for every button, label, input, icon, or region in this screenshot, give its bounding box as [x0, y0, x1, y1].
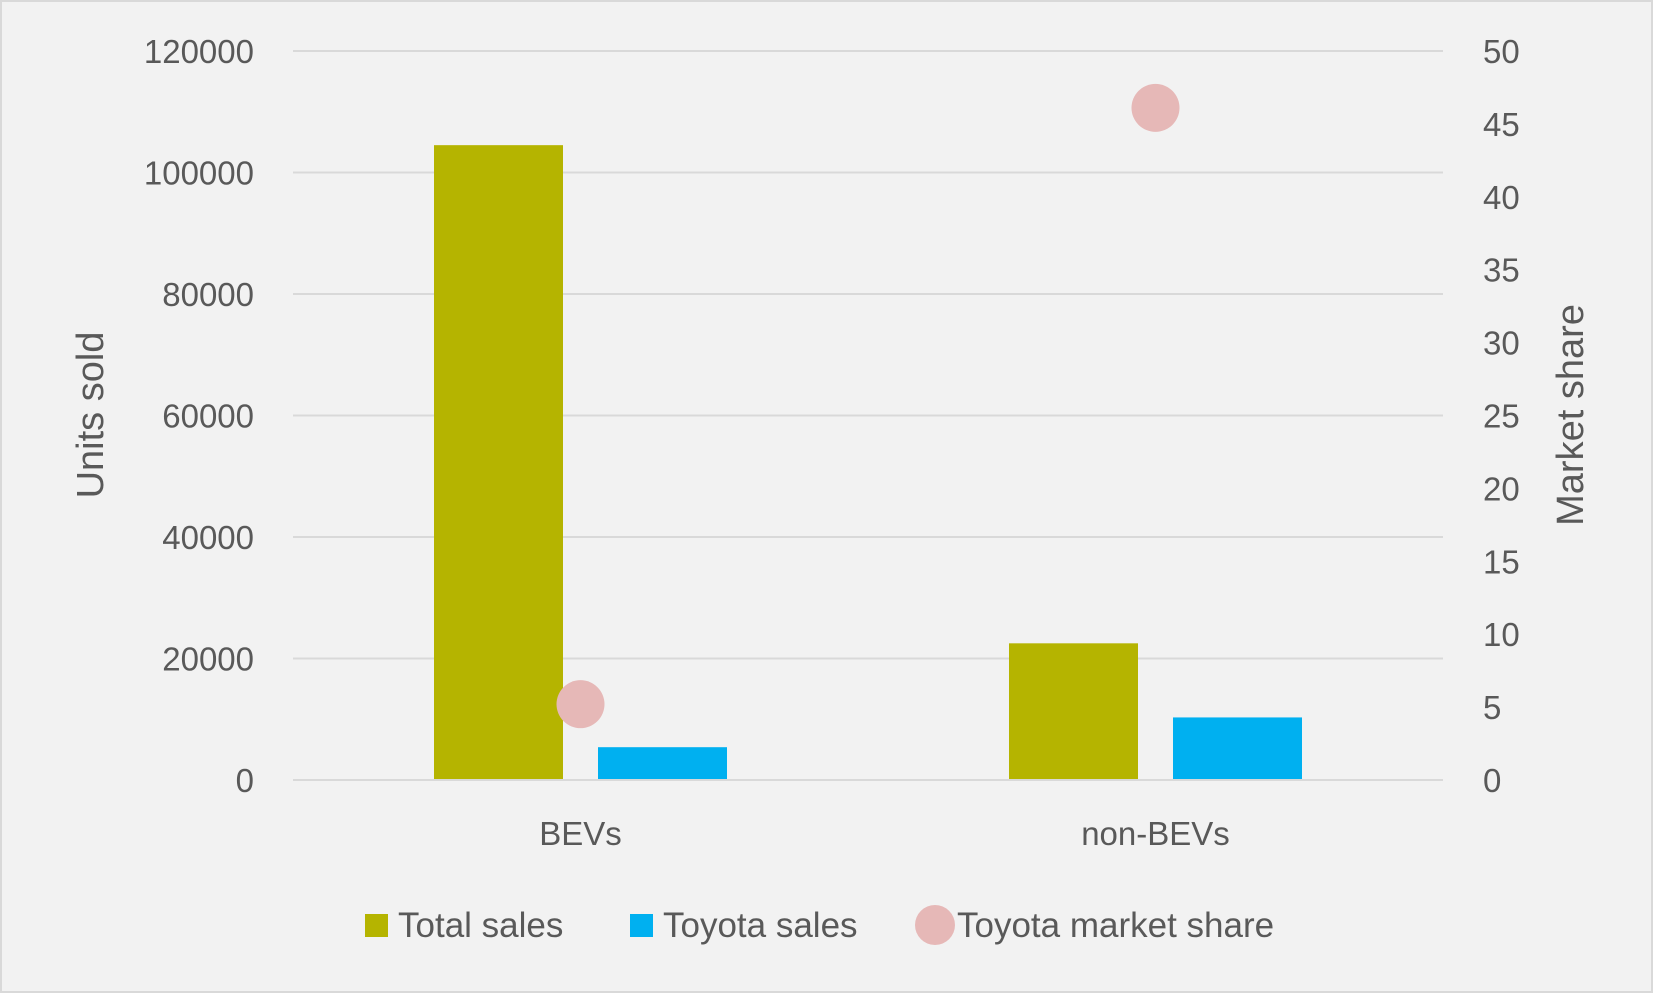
right-tick-label: 30	[1483, 325, 1520, 362]
left-tick-label: 60000	[162, 398, 254, 435]
category-labels: BEVs non-BEVs	[539, 815, 1230, 852]
legend-label: Toyota market share	[957, 906, 1274, 945]
legend-swatch	[630, 914, 653, 937]
right-tick-label: 25	[1483, 398, 1520, 435]
right-tick-label: 15	[1483, 543, 1520, 580]
point-toyota-market-share-bevs	[556, 680, 605, 729]
right-tick-label: 45	[1483, 106, 1520, 143]
left-tick-label: 120000	[144, 33, 254, 70]
point-toyota-market-share-non-bevs	[1131, 83, 1180, 132]
left-tick-label: 20000	[162, 641, 254, 678]
right-tick-label: 5	[1483, 689, 1501, 726]
left-tick-label: 40000	[162, 519, 254, 556]
scatter-series	[556, 83, 1180, 729]
right-tick-label: 0	[1483, 762, 1501, 799]
bar-total-sales-non-bevs	[1009, 643, 1138, 780]
right-tick-label: 10	[1483, 616, 1520, 653]
left-tick-label: 80000	[162, 276, 254, 313]
legend-marker	[915, 905, 955, 945]
category-label: non-BEVs	[1081, 815, 1230, 852]
bar-series	[434, 145, 1302, 781]
legend-label: Total sales	[398, 906, 563, 945]
right-axis-tick-labels: 0 5 10 15 20 25 30 35 40 45 50	[1483, 33, 1520, 799]
right-tick-label: 40	[1483, 179, 1520, 216]
left-tick-label: 100000	[144, 155, 254, 192]
legend: Total sales Toyota sales Toyota market sha…	[365, 905, 1274, 945]
bar-toyota-sales-non-bevs	[1173, 717, 1302, 780]
category-label: BEVs	[539, 815, 622, 852]
right-tick-label: 50	[1483, 33, 1520, 70]
legend-swatch	[365, 914, 388, 937]
right-axis-title: Market share	[1550, 304, 1592, 526]
left-axis-tick-labels: 0 20000 40000 60000 80000 100000 120000	[144, 33, 254, 799]
bar-toyota-sales-bevs	[598, 747, 727, 780]
left-axis-title: Units sold	[70, 332, 112, 499]
right-tick-label: 35	[1483, 252, 1520, 289]
right-tick-label: 20	[1483, 470, 1520, 507]
legend-label: Toyota sales	[663, 906, 858, 945]
bar-total-sales-bevs	[434, 145, 563, 781]
left-tick-label: 0	[236, 762, 254, 799]
